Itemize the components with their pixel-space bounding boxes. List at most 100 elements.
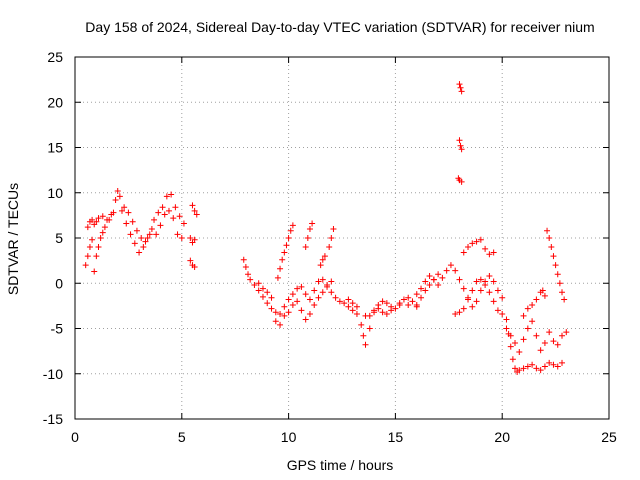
data-point — [561, 296, 568, 303]
data-point — [97, 235, 104, 241]
data-point — [439, 274, 446, 281]
data-point — [341, 300, 348, 307]
data-point — [541, 339, 548, 346]
data-point — [524, 325, 531, 332]
data-point — [533, 296, 540, 303]
data-series — [503, 289, 570, 356]
data-point — [413, 291, 420, 298]
data-point — [302, 291, 309, 298]
data-point — [460, 285, 467, 292]
y-tick-label: -5 — [51, 321, 64, 337]
data-point — [552, 262, 559, 269]
data-series — [539, 227, 568, 303]
data-point — [507, 332, 514, 339]
data-point — [112, 196, 119, 203]
data-point — [430, 276, 437, 283]
data-point — [452, 267, 459, 274]
data-point — [319, 289, 326, 296]
data-point — [418, 294, 425, 301]
data-point — [516, 367, 523, 374]
x-tick-label: 5 — [178, 429, 186, 445]
data-point — [383, 300, 390, 307]
data-point — [121, 204, 128, 211]
data-point — [400, 296, 407, 303]
data-point — [151, 216, 158, 223]
data-point — [259, 293, 266, 300]
data-point — [452, 311, 459, 318]
data-point — [375, 305, 382, 312]
y-tick-label: 10 — [47, 185, 63, 201]
data-point — [264, 300, 271, 307]
data-point — [435, 282, 442, 289]
data-point — [456, 81, 463, 88]
data-point — [509, 356, 516, 363]
data-point — [159, 204, 166, 211]
data-point — [349, 307, 356, 314]
data-point — [516, 349, 523, 356]
data-point — [106, 216, 113, 223]
data-point — [161, 211, 168, 218]
data-point — [289, 222, 296, 229]
data-point — [255, 280, 262, 287]
data-point — [148, 225, 155, 232]
y-tick-label: 25 — [47, 49, 63, 65]
y-tick-label: 20 — [47, 94, 63, 110]
data-point — [405, 301, 412, 308]
data-point — [298, 283, 305, 290]
data-point — [142, 238, 149, 245]
data-point — [503, 325, 510, 332]
data-point — [469, 287, 476, 294]
data-series — [240, 256, 335, 318]
data-point — [279, 256, 286, 263]
data-point — [486, 251, 493, 258]
data-point — [174, 231, 181, 238]
data-point — [277, 265, 284, 272]
data-point — [392, 305, 399, 312]
data-point — [456, 137, 463, 144]
data-point — [520, 336, 527, 343]
data-point — [559, 332, 566, 339]
data-point — [93, 253, 100, 260]
data-point — [101, 224, 108, 231]
data-point — [554, 363, 561, 370]
data-point — [533, 332, 540, 339]
data-point — [84, 253, 91, 260]
data-point — [245, 271, 252, 278]
data-point — [328, 235, 335, 241]
data-point — [554, 271, 561, 278]
data-point — [473, 298, 480, 305]
data-point — [110, 209, 117, 216]
x-tick-label: 20 — [494, 429, 510, 445]
data-point — [324, 282, 331, 289]
data-point — [274, 274, 281, 281]
data-point — [409, 298, 416, 305]
data-point — [302, 316, 309, 323]
data-point — [95, 215, 102, 222]
data-point — [298, 307, 305, 314]
chart-title: Day 158 of 2024, Sidereal Day-to-day VTE… — [85, 19, 594, 35]
data-point — [541, 292, 548, 299]
data-point — [89, 236, 96, 243]
data-point — [116, 193, 123, 200]
data-point — [176, 213, 183, 220]
data-point — [458, 146, 465, 153]
data-point — [309, 220, 316, 227]
data-point — [529, 361, 536, 368]
data-point — [272, 318, 279, 325]
data-point — [360, 332, 367, 339]
data-point — [559, 289, 566, 296]
data-point — [146, 231, 153, 238]
data-point — [165, 207, 172, 214]
data-point — [172, 204, 179, 211]
data-point — [131, 240, 138, 247]
data-point — [546, 329, 553, 336]
data-point — [114, 187, 121, 194]
data-point — [546, 235, 553, 241]
y-tick-label: -10 — [43, 366, 63, 382]
data-point — [539, 287, 546, 294]
data-point — [311, 301, 318, 308]
data-point — [242, 263, 249, 270]
data-point — [469, 240, 476, 247]
data-point — [187, 235, 194, 241]
data-point — [82, 262, 89, 269]
